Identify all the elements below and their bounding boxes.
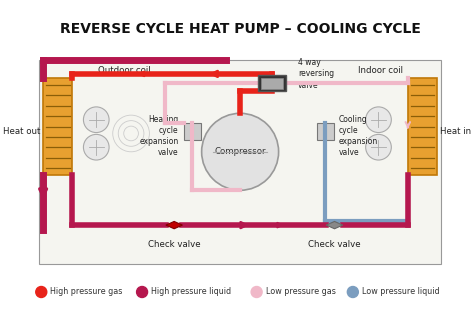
Bar bbox=[258, 75, 286, 91]
Polygon shape bbox=[326, 221, 343, 229]
Text: High pressure gas: High pressure gas bbox=[50, 288, 123, 297]
Bar bbox=[39, 60, 441, 264]
Text: Indoor coil: Indoor coil bbox=[358, 66, 403, 75]
Text: Heat out: Heat out bbox=[3, 127, 40, 136]
Text: Low pressure gas: Low pressure gas bbox=[266, 288, 336, 297]
Text: Outdoor coil: Outdoor coil bbox=[98, 66, 151, 75]
Text: 4 way
reversing
valve: 4 way reversing valve bbox=[298, 58, 334, 90]
Polygon shape bbox=[166, 221, 182, 229]
Circle shape bbox=[251, 287, 262, 298]
Text: Check valve: Check valve bbox=[148, 240, 201, 249]
Circle shape bbox=[137, 287, 147, 298]
Bar bbox=[408, 79, 437, 175]
Circle shape bbox=[201, 113, 279, 190]
Circle shape bbox=[365, 107, 392, 133]
Text: Heating
cycle
expansion
valve: Heating cycle expansion valve bbox=[139, 115, 179, 157]
Circle shape bbox=[83, 107, 109, 133]
Text: REVERSE CYCLE HEAT PUMP – COOLING CYCLE: REVERSE CYCLE HEAT PUMP – COOLING CYCLE bbox=[60, 22, 420, 36]
Bar bbox=[261, 78, 283, 89]
Text: Compressor: Compressor bbox=[214, 147, 266, 156]
Circle shape bbox=[347, 287, 358, 298]
Text: Low pressure liquid: Low pressure liquid bbox=[362, 288, 439, 297]
Circle shape bbox=[36, 287, 47, 298]
Circle shape bbox=[365, 134, 392, 160]
Text: Heat in: Heat in bbox=[440, 127, 471, 136]
Text: High pressure liquid: High pressure liquid bbox=[151, 288, 231, 297]
Text: Cooling
cycle
expansion
valve: Cooling cycle expansion valve bbox=[339, 115, 378, 157]
Bar bbox=[184, 123, 201, 140]
Circle shape bbox=[83, 134, 109, 160]
Text: Check valve: Check valve bbox=[308, 240, 361, 249]
Bar bbox=[317, 123, 334, 140]
Bar bbox=[43, 79, 73, 175]
